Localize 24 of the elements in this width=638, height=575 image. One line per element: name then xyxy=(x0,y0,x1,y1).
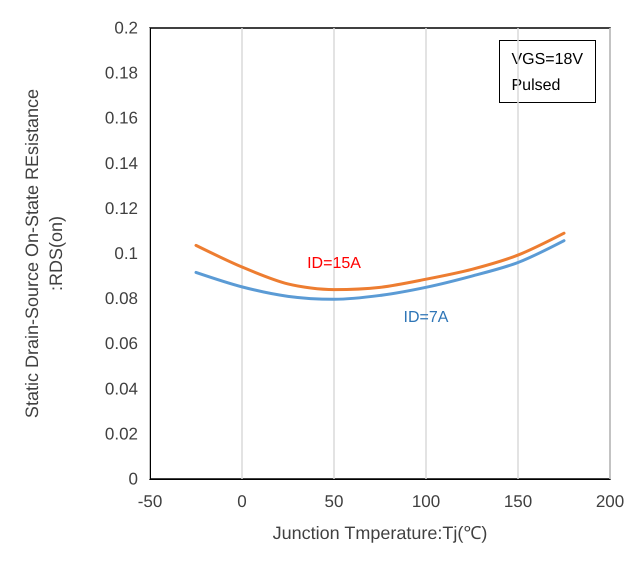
y-tick-label: 0.2 xyxy=(114,18,138,38)
x-tick-label: 0 xyxy=(237,492,247,511)
series-label: ID=15A xyxy=(307,255,362,272)
x-tick-label: 150 xyxy=(504,492,532,511)
line-series xyxy=(194,239,566,301)
x-tick-label: -50 xyxy=(138,492,162,511)
y-tick-label: 0.16 xyxy=(104,108,138,128)
x-axis-title: Junction Tmperature:Tj(℃) xyxy=(272,523,488,543)
y-tick-label: 0.06 xyxy=(104,334,138,354)
y-tick-label: 0.1 xyxy=(114,244,138,263)
x-tick-label: 50 xyxy=(324,492,344,511)
annotation: VGS=18V Pulsed xyxy=(512,51,584,94)
series-label: ID=7A xyxy=(404,308,449,326)
x-tick-label: 100 xyxy=(412,492,440,511)
y-tick-label: 0.02 xyxy=(104,424,138,444)
y-tick-label: 0.12 xyxy=(104,198,138,218)
y-tick-label: 0.14 xyxy=(104,154,138,173)
y-tick-label: 0 xyxy=(128,470,138,488)
x-tick-label: 200 xyxy=(596,492,624,511)
y-axis-title: Static Drain-Source On-State REsistance :RDS(on) xyxy=(22,88,66,418)
line-series xyxy=(194,232,566,292)
y-tick-label: 0.04 xyxy=(104,379,138,398)
y-tick-label: 0.08 xyxy=(104,289,138,308)
y-tick-label: 0.18 xyxy=(104,64,138,83)
